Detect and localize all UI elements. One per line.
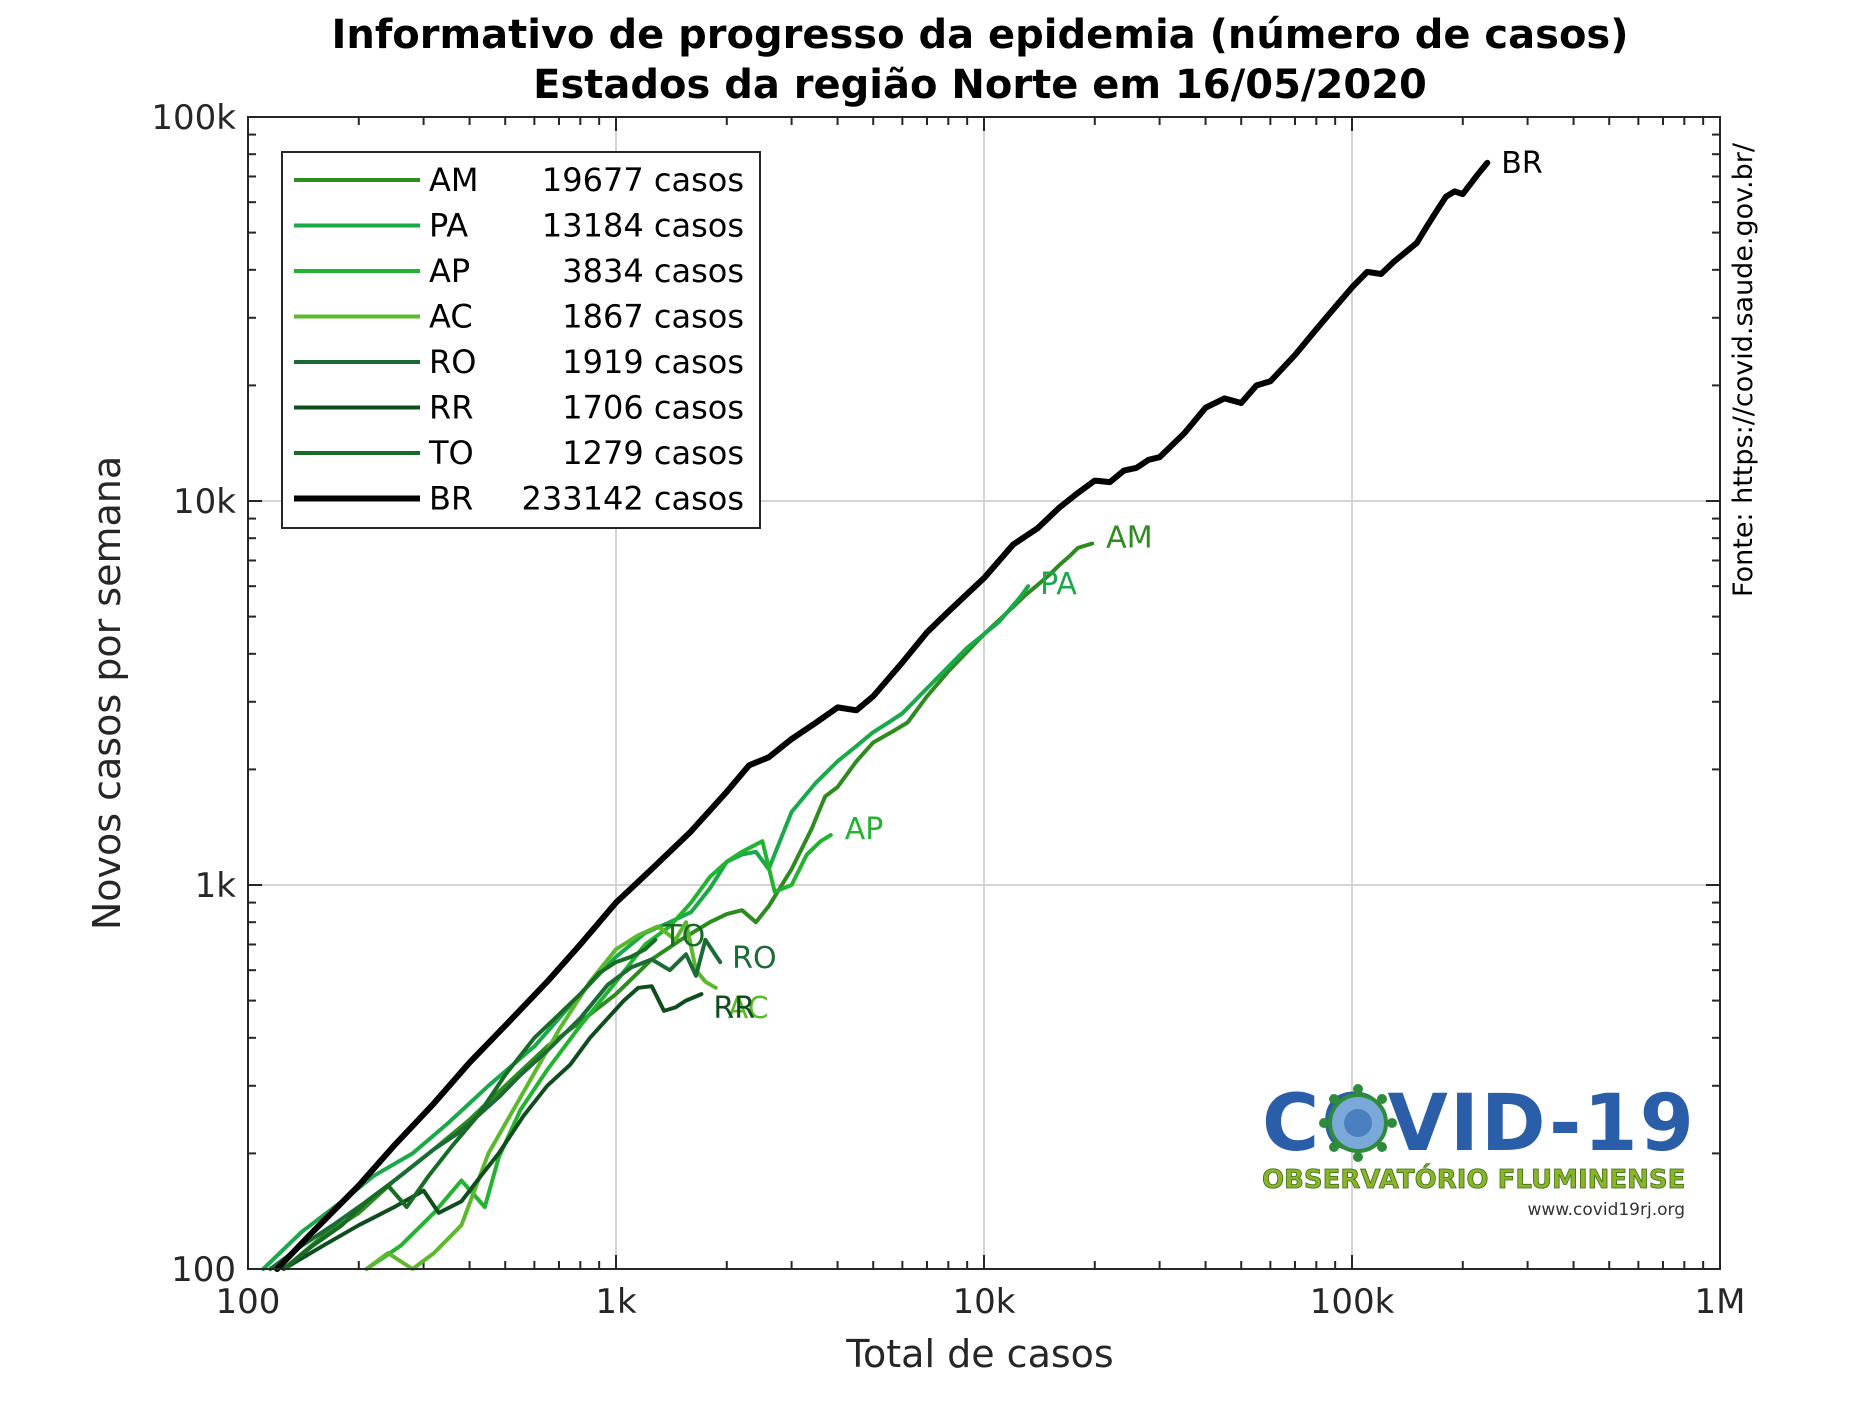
series-end-label-rr: RR xyxy=(713,991,755,1026)
covid19-observatorio-logo: COVID-19 OBSERVATÓRIO FLUMINENSE www.cov… xyxy=(1262,1079,1694,1220)
series-end-label-ro: RO xyxy=(732,941,776,976)
y-tick-label: 100k xyxy=(151,98,236,138)
legend-label: TO xyxy=(428,434,474,472)
legend-item-pa: PA 13184 casos xyxy=(294,207,744,245)
series-line-am xyxy=(281,541,1095,1271)
legend-total: 233142 casos xyxy=(522,480,744,518)
series-layer: AM PA AP AC RO RR TO BR xyxy=(261,146,1543,1272)
legend-total: 3834 casos xyxy=(562,252,744,290)
legend-item-ap: AP 3834 casos xyxy=(294,252,744,290)
series-end-label-ac: AC xyxy=(728,991,769,1026)
legend-item-ac: AC 1867 casos xyxy=(294,298,744,336)
legend-label: PA xyxy=(429,207,468,245)
legend-total: 1867 casos xyxy=(562,298,744,336)
legend-total: 13184 casos xyxy=(542,207,744,245)
series-line-br xyxy=(274,159,1491,1272)
legend-total: 1279 casos xyxy=(562,434,744,472)
legend-total: 19677 casos xyxy=(542,161,744,199)
legend-item-to: TO 1279 casos xyxy=(294,434,744,472)
minor-ticks xyxy=(247,117,1720,1270)
logo-subtitle: OBSERVATÓRIO FLUMINENSE xyxy=(1262,1163,1685,1195)
series-end-label-br: BR xyxy=(1501,146,1542,181)
legend: AM 19677 casos PA 13184 casos AP 3834 casos AC… xyxy=(281,151,761,529)
chart-subtitle: Estados da região Norte em 16/05/2020 xyxy=(533,62,1427,108)
series-line-to xyxy=(281,937,658,1271)
legend-item-rr: RR 1706 casos xyxy=(294,389,744,427)
legend-total: 1706 casos xyxy=(562,389,744,427)
x-tick-label: 1k xyxy=(595,1282,637,1322)
legend-label: RO xyxy=(429,343,476,381)
x-tick-labels: 100 1k 10k 100k 1M xyxy=(216,1282,1746,1322)
legend-label: BR xyxy=(429,480,473,518)
chart-title: Informativo de progresso da epidemia (nú… xyxy=(331,12,1628,58)
legend-item-am: AM 19677 casos xyxy=(294,161,744,199)
x-tick-label: 100k xyxy=(1310,1282,1395,1322)
source-note: Fonte: https://covid.saude.gov.br/ xyxy=(1728,142,1759,597)
series-line-pa xyxy=(261,584,1031,1271)
logo-url: www.covid19rj.org xyxy=(1527,1200,1685,1220)
legend-box xyxy=(281,151,761,529)
y-axis-label: Novos casos por semana xyxy=(85,456,129,930)
virus-icon xyxy=(1319,1084,1397,1162)
series-end-label-am: AM xyxy=(1106,521,1152,556)
series-end-label-to: TO xyxy=(662,919,705,954)
legend-label: AM xyxy=(429,161,479,199)
axes-frame xyxy=(247,116,1721,1270)
x-tick-label: 10k xyxy=(953,1282,1016,1322)
y-tick-label: 1k xyxy=(195,866,237,906)
legend-item-ro: RO 1919 casos xyxy=(294,343,744,381)
legend-label: AP xyxy=(429,252,470,290)
legend-label: RR xyxy=(429,389,473,427)
legend-total: 1919 casos xyxy=(562,343,744,381)
x-axis-label: Total de casos xyxy=(845,1332,1113,1376)
y-tick-labels: 100 1k 10k 100k xyxy=(151,98,236,1290)
series-end-label-ap: AP xyxy=(845,812,884,847)
legend-label: AC xyxy=(429,298,473,336)
y-tick-label: 10k xyxy=(173,482,236,522)
series-end-label-pa: PA xyxy=(1040,567,1077,602)
x-tick-label: 1M xyxy=(1695,1282,1746,1322)
legend-item-br: BR 233142 casos xyxy=(294,480,744,518)
y-tick-label: 100 xyxy=(171,1250,236,1290)
x-tick-label: 100 xyxy=(216,1282,281,1322)
